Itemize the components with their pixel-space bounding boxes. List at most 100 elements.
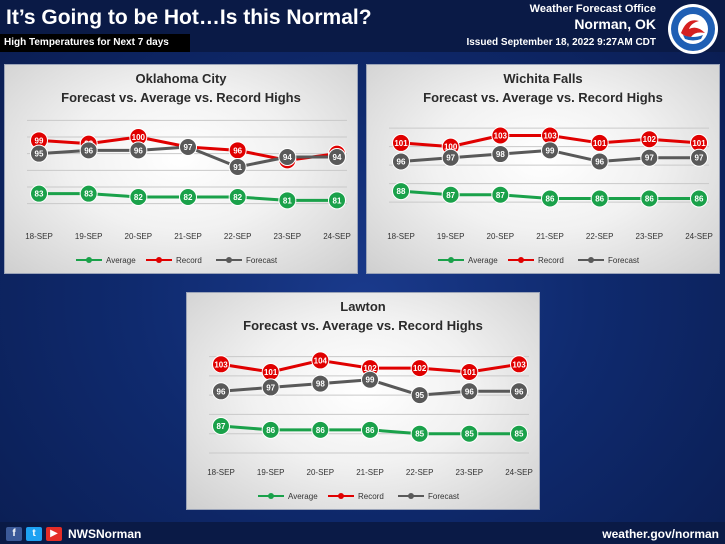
data-point-average	[460, 424, 479, 443]
data-label: 91	[233, 163, 242, 172]
data-label: 103	[543, 132, 557, 141]
data-label: 96	[595, 157, 604, 166]
data-point-forecast	[510, 382, 528, 401]
data-point-average	[541, 189, 559, 208]
data-label: 95	[415, 391, 424, 400]
x-tick-label: 23-SEP	[636, 232, 664, 241]
page-title: It’s Going to be Hot…Is this Normal?	[6, 6, 372, 29]
data-label: 87	[446, 191, 455, 200]
x-tick-label: 22-SEP	[406, 468, 434, 477]
data-label: 101	[264, 368, 278, 377]
data-label: 99	[366, 376, 375, 385]
x-tick-label: 18-SEP	[25, 232, 53, 241]
data-label: 85	[415, 430, 424, 439]
twitter-icon[interactable]: t	[26, 527, 42, 541]
data-point-forecast	[79, 141, 98, 160]
data-point-forecast	[690, 148, 708, 167]
data-label: 100	[132, 133, 146, 142]
chart-panel-lawton: 18-SEP 19-SEP 20-SEP 21-SEP 22-SEP 23-SEP 24-S…	[186, 292, 540, 510]
data-label: 100	[444, 143, 458, 152]
chart-panel-wichita-falls: 18-SEP 19-SEP 20-SEP 21-SEP 22-SEP 23-SEP 24-S…	[366, 64, 720, 274]
facebook-icon[interactable]: f	[6, 527, 22, 541]
data-label: 97	[695, 154, 704, 163]
data-point-forecast	[278, 148, 297, 166]
data-point-record	[491, 126, 510, 145]
social-links: f t ▶ NWSNorman	[6, 527, 141, 541]
data-label: 85	[515, 430, 524, 439]
data-point-forecast	[129, 141, 148, 160]
data-point-forecast	[392, 152, 410, 171]
footer-bar	[0, 522, 725, 544]
x-tick-label: 23-SEP	[274, 232, 302, 241]
x-tick-label: 20-SEP	[487, 232, 515, 241]
data-label: 86	[546, 194, 555, 203]
legend-label: Forecast	[428, 492, 460, 501]
office-info: Weather Forecast Office Norman, OK Issue…	[466, 3, 656, 48]
x-tick-label: 19-SEP	[257, 468, 285, 477]
x-tick-label: 18-SEP	[207, 468, 235, 477]
x-tick-label: 22-SEP	[224, 232, 252, 241]
data-label: 86	[595, 194, 604, 203]
office-location: Norman, OK	[574, 16, 656, 32]
legend-marker-record	[338, 493, 344, 499]
data-point-forecast	[410, 386, 429, 405]
data-point-average	[30, 184, 48, 203]
data-label: 96	[217, 387, 226, 396]
data-label: 96	[465, 387, 474, 396]
data-point-forecast	[361, 370, 379, 389]
data-point-average	[179, 188, 197, 206]
legend-marker-forecast	[226, 257, 232, 263]
data-point-average	[410, 424, 429, 443]
data-point-average	[328, 191, 346, 210]
x-tick-label: 24-SEP	[505, 468, 533, 477]
data-label: 86	[695, 194, 704, 203]
legend-label: Record	[176, 256, 202, 265]
x-tick-label: 22-SEP	[586, 232, 614, 241]
data-label: 101	[692, 139, 706, 148]
data-label: 101	[593, 139, 607, 148]
data-point-forecast	[441, 148, 460, 167]
legend-marker-record	[156, 257, 162, 263]
legend-marker-average	[268, 493, 274, 499]
data-label: 83	[84, 190, 93, 199]
data-label: 96	[515, 387, 524, 396]
data-label: 94	[283, 153, 292, 162]
data-label: 96	[134, 146, 143, 155]
website-link[interactable]: weather.gov/norman	[602, 527, 719, 541]
youtube-icon[interactable]: ▶	[46, 527, 62, 541]
data-point-forecast	[541, 141, 559, 160]
data-label: 87	[496, 191, 505, 200]
data-label: 96	[233, 146, 242, 155]
data-label: 86	[645, 194, 654, 203]
data-label: 86	[366, 426, 375, 435]
data-point-average	[129, 188, 148, 206]
data-label: 83	[35, 190, 44, 199]
data-label: 103	[214, 360, 228, 369]
x-tick-label: 19-SEP	[75, 232, 103, 241]
legend-label: Record	[538, 256, 564, 265]
data-point-forecast	[30, 144, 48, 163]
data-label: 103	[512, 360, 526, 369]
data-point-average	[690, 189, 708, 208]
data-point-record	[590, 133, 609, 152]
data-point-record	[392, 133, 410, 152]
data-label: 97	[266, 383, 275, 392]
social-handle[interactable]: NWSNorman	[68, 527, 142, 541]
data-label: 103	[494, 132, 508, 141]
legend-label: Forecast	[246, 256, 278, 265]
data-point-record	[460, 363, 479, 381]
chart-title: Wichita Falls	[503, 71, 583, 86]
chart-panel-oklahoma-city: 18-SEP 19-SEP 20-SEP 21-SEP 22-SEP 23-SEP 24-S…	[4, 64, 358, 274]
data-point-average	[278, 191, 297, 210]
chart-plot-svg: 18-SEP 19-SEP 20-SEP 21-SEP 22-SEP 23-SEP 24-S…	[207, 351, 533, 501]
chart-subtitle: Forecast vs. Average vs. Record Highs	[423, 90, 663, 105]
data-point-average	[590, 189, 609, 208]
x-tick-label: 23-SEP	[456, 468, 484, 477]
data-label: 87	[217, 422, 226, 431]
legend-label: Average	[106, 256, 136, 265]
chart-title: Oklahoma City	[135, 71, 227, 86]
data-point-forecast	[590, 152, 609, 171]
data-point-average	[311, 420, 330, 439]
data-point-record	[311, 351, 330, 370]
legend-label: Forecast	[608, 256, 640, 265]
